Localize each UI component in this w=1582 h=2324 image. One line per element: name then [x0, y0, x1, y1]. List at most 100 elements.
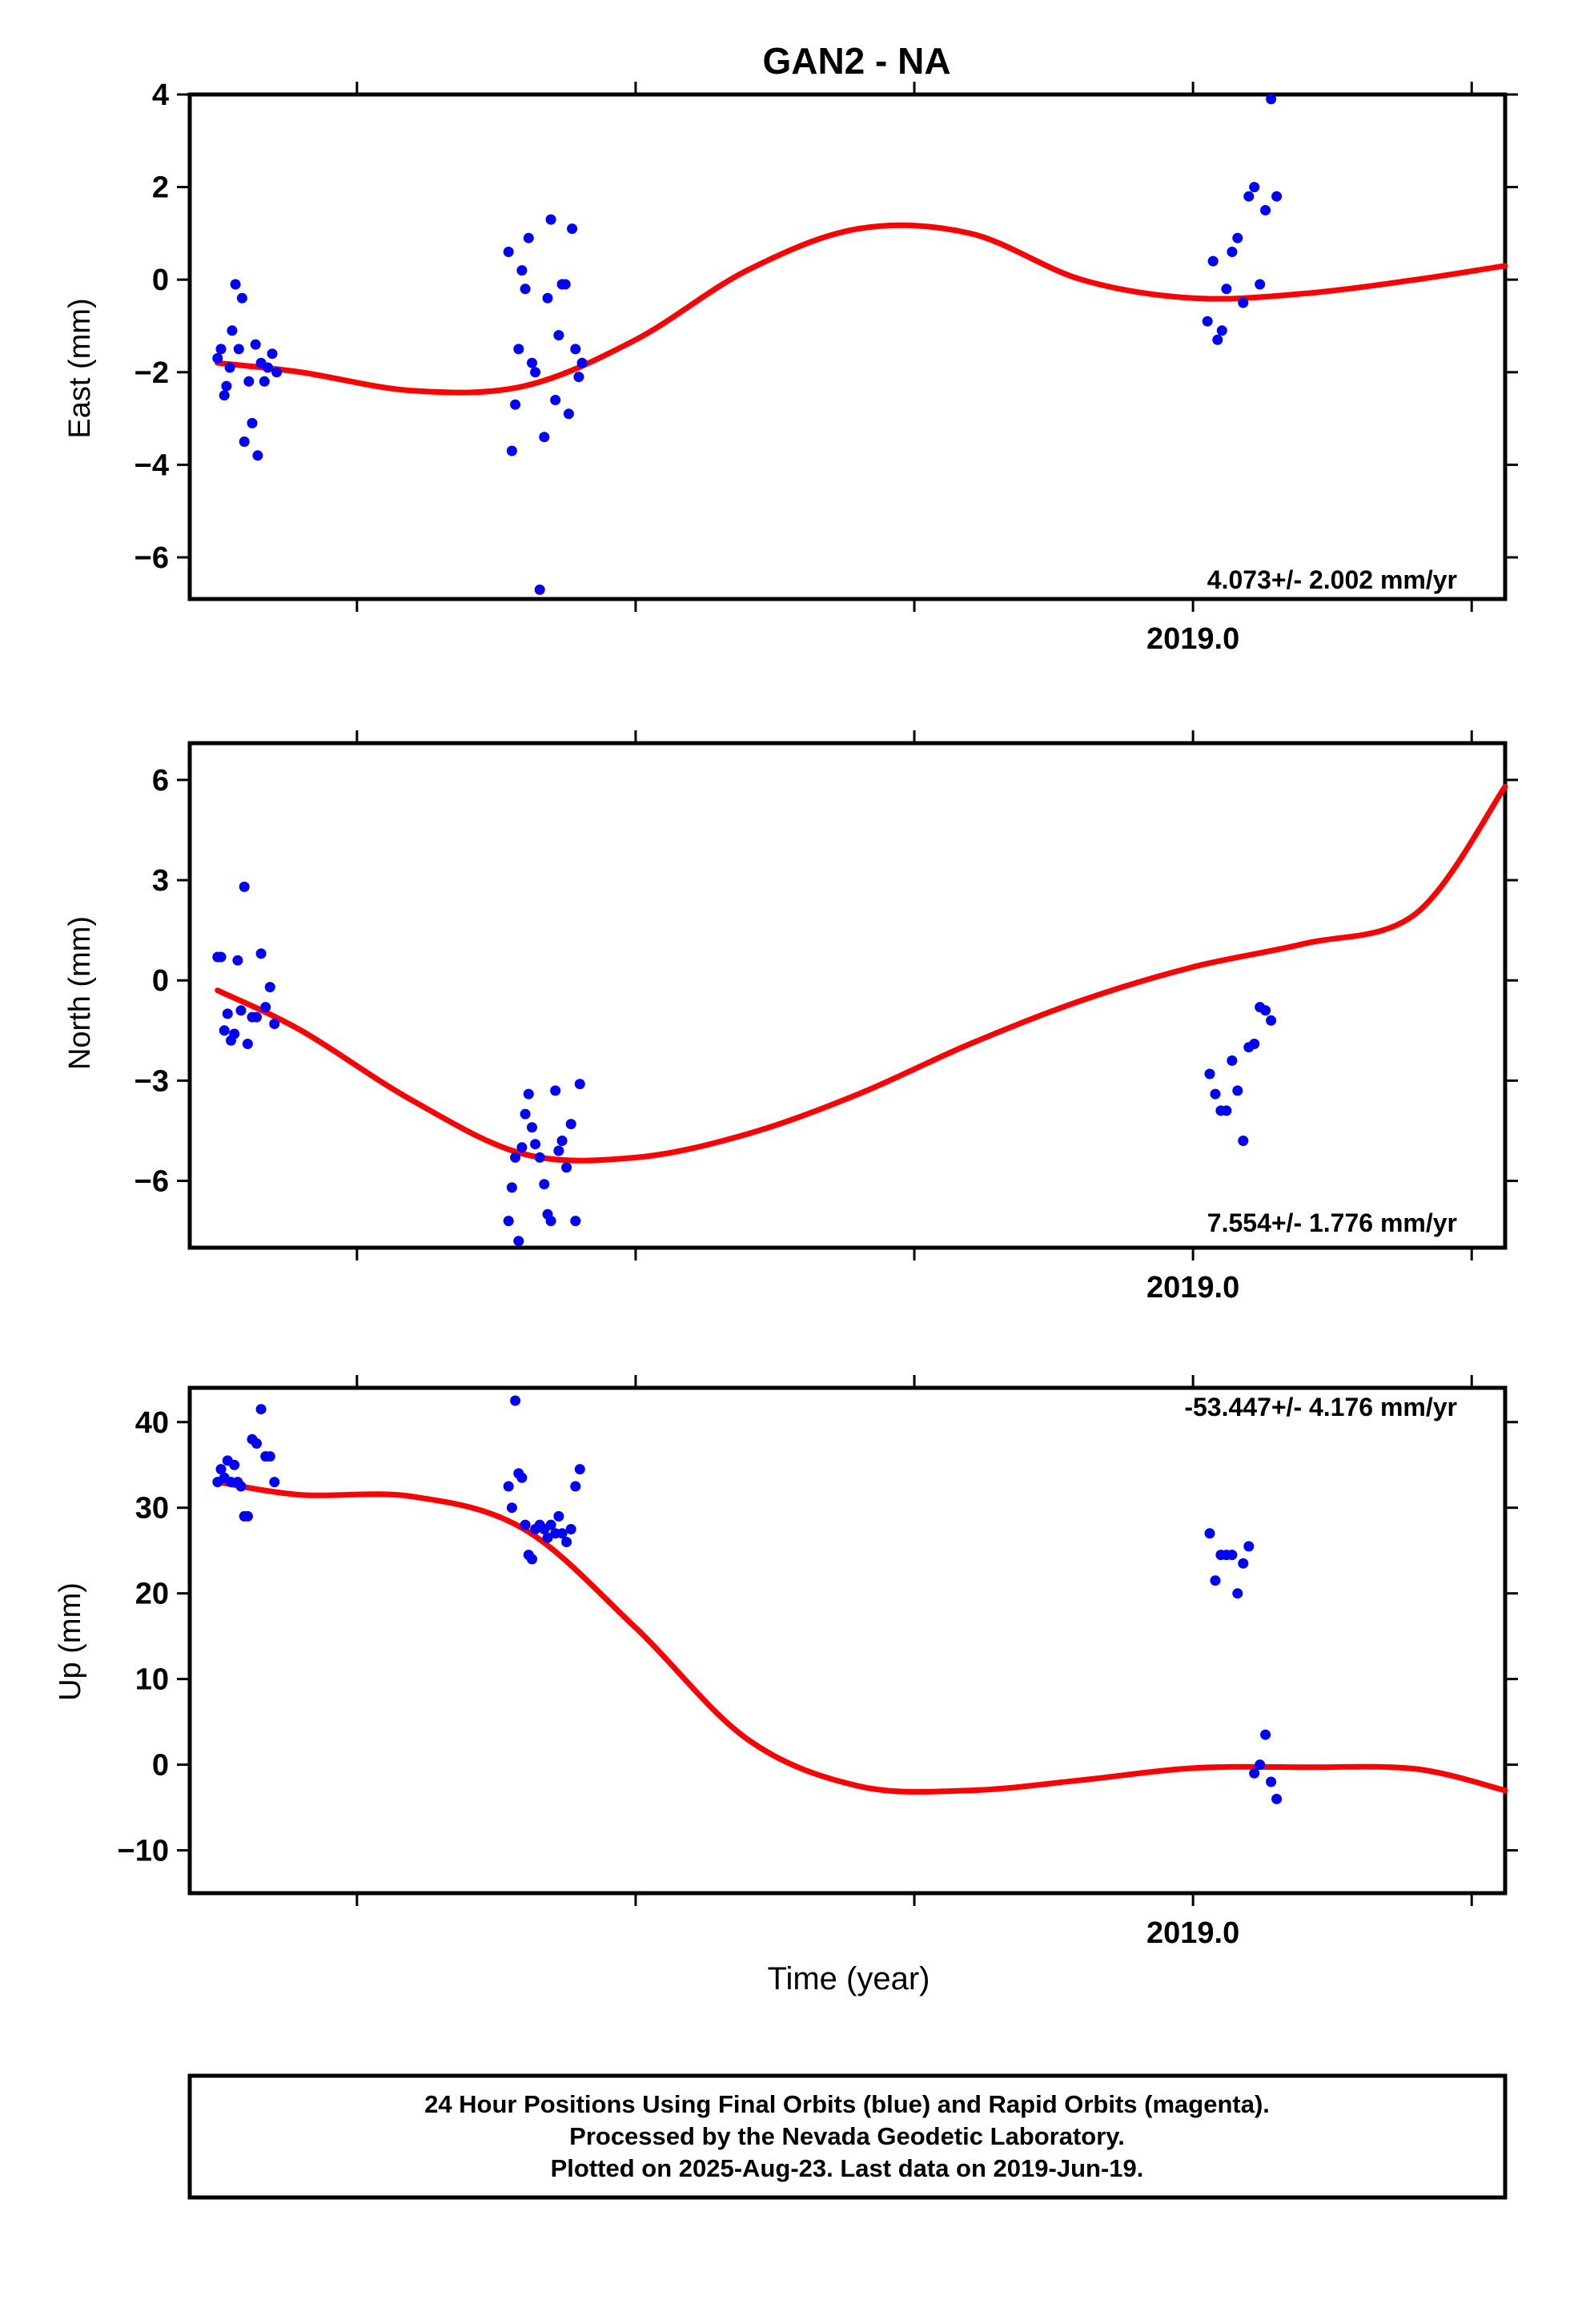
data-point: [520, 1108, 531, 1120]
data-point: [513, 344, 524, 355]
data-point: [271, 367, 283, 378]
up-rate-label: -53.447+/- 4.176 mm/yr: [1184, 1393, 1457, 1421]
data-point: [252, 450, 263, 461]
data-point: [1210, 1575, 1221, 1586]
data-point: [545, 214, 556, 225]
data-point: [553, 1145, 564, 1156]
data-point: [247, 417, 258, 428]
data-point: [561, 1537, 572, 1547]
data-point: [574, 1464, 585, 1475]
data-point: [1232, 1085, 1243, 1096]
y-tick-label: 0: [152, 1749, 169, 1783]
data-point: [539, 1179, 550, 1190]
data-point: [1243, 1541, 1255, 1552]
data-point: [523, 232, 534, 243]
data-point: [229, 1028, 240, 1039]
data-point: [243, 376, 255, 387]
data-point: [232, 955, 243, 966]
data-point: [570, 344, 581, 355]
east-axis-label: East (mm): [63, 298, 97, 438]
data-point: [556, 1136, 568, 1146]
data-point: [215, 951, 227, 963]
y-tick-label: 4: [152, 78, 169, 112]
data-point: [1207, 255, 1219, 267]
data-point: [233, 344, 244, 355]
data-point: [251, 1011, 262, 1023]
data-point: [1243, 191, 1255, 202]
data-point: [513, 1236, 524, 1247]
y-tick-label: 20: [135, 1578, 169, 1611]
data-point: [1249, 1767, 1260, 1779]
data-point: [506, 1182, 517, 1193]
plot-frame: [187, 1385, 1508, 1896]
data-point: [520, 1519, 531, 1530]
data-point: [503, 247, 514, 257]
data-point: [510, 399, 521, 410]
data-point: [516, 1472, 528, 1483]
data-point: [1260, 1005, 1271, 1016]
data-point: [534, 1152, 545, 1163]
data-point: [222, 1008, 233, 1019]
data-point: [506, 1502, 517, 1514]
x-tick-label: 2019.0: [1146, 1916, 1239, 1950]
data-point: [506, 445, 517, 456]
y-tick-label: 10: [135, 1663, 169, 1697]
data-point: [269, 1477, 280, 1488]
data-point: [263, 362, 273, 373]
data-point: [1221, 1105, 1232, 1116]
data-point: [1221, 283, 1232, 295]
data-point: [534, 584, 545, 595]
data-point: [239, 436, 250, 447]
data-point: [573, 372, 584, 383]
data-point: [527, 1554, 537, 1565]
data-point: [542, 292, 553, 304]
data-point: [1210, 1088, 1221, 1100]
data-point: [550, 1085, 561, 1096]
data-point: [560, 279, 571, 290]
data-point: [1266, 1776, 1277, 1787]
fit-curve: [215, 222, 1508, 396]
data-point: [565, 1119, 576, 1130]
footer-box: 24 Hour Positions Using Final Orbits (bl…: [187, 2073, 1508, 2200]
y-tick-label: −6: [135, 1165, 169, 1199]
data-point: [1212, 334, 1223, 345]
data-point: [567, 223, 578, 235]
data-point: [224, 362, 235, 373]
data-point: [219, 390, 230, 401]
data-point: [1204, 1528, 1215, 1539]
data-point: [221, 380, 232, 392]
data-point: [1255, 279, 1266, 290]
figure-title: GAN2 - NA: [762, 40, 950, 82]
data-point: [255, 948, 267, 959]
data-point: [215, 1464, 227, 1475]
data-point: [503, 1216, 514, 1227]
data-point: [1227, 1055, 1238, 1066]
x-tick-label: 2019.0: [1146, 1271, 1239, 1305]
y-tick-label: −10: [118, 1835, 169, 1868]
data-point: [251, 1438, 262, 1449]
y-tick-label: 30: [135, 1492, 169, 1526]
data-point: [527, 357, 537, 368]
data-point: [239, 881, 250, 892]
data-point: [545, 1519, 556, 1530]
data-point: [1249, 182, 1260, 193]
data-point: [1266, 94, 1277, 105]
data-point: [516, 1142, 528, 1153]
x-axis-label: Time (year): [768, 1961, 930, 1996]
plot-frame: [187, 741, 1508, 1250]
data-point: [1271, 191, 1283, 202]
data-point: [539, 432, 550, 443]
data-point: [565, 1524, 576, 1534]
data-point: [550, 395, 561, 405]
y-tick-label: 0: [152, 263, 169, 297]
data-point: [1232, 1588, 1243, 1599]
data-point: [561, 1162, 572, 1173]
data-point: [563, 408, 574, 420]
data-point: [1238, 297, 1249, 308]
data-point: [570, 1481, 581, 1492]
data-point: [1255, 1759, 1266, 1771]
data-point: [553, 1510, 564, 1522]
fit-curve: [215, 783, 1508, 1164]
data-point: [503, 1481, 514, 1492]
